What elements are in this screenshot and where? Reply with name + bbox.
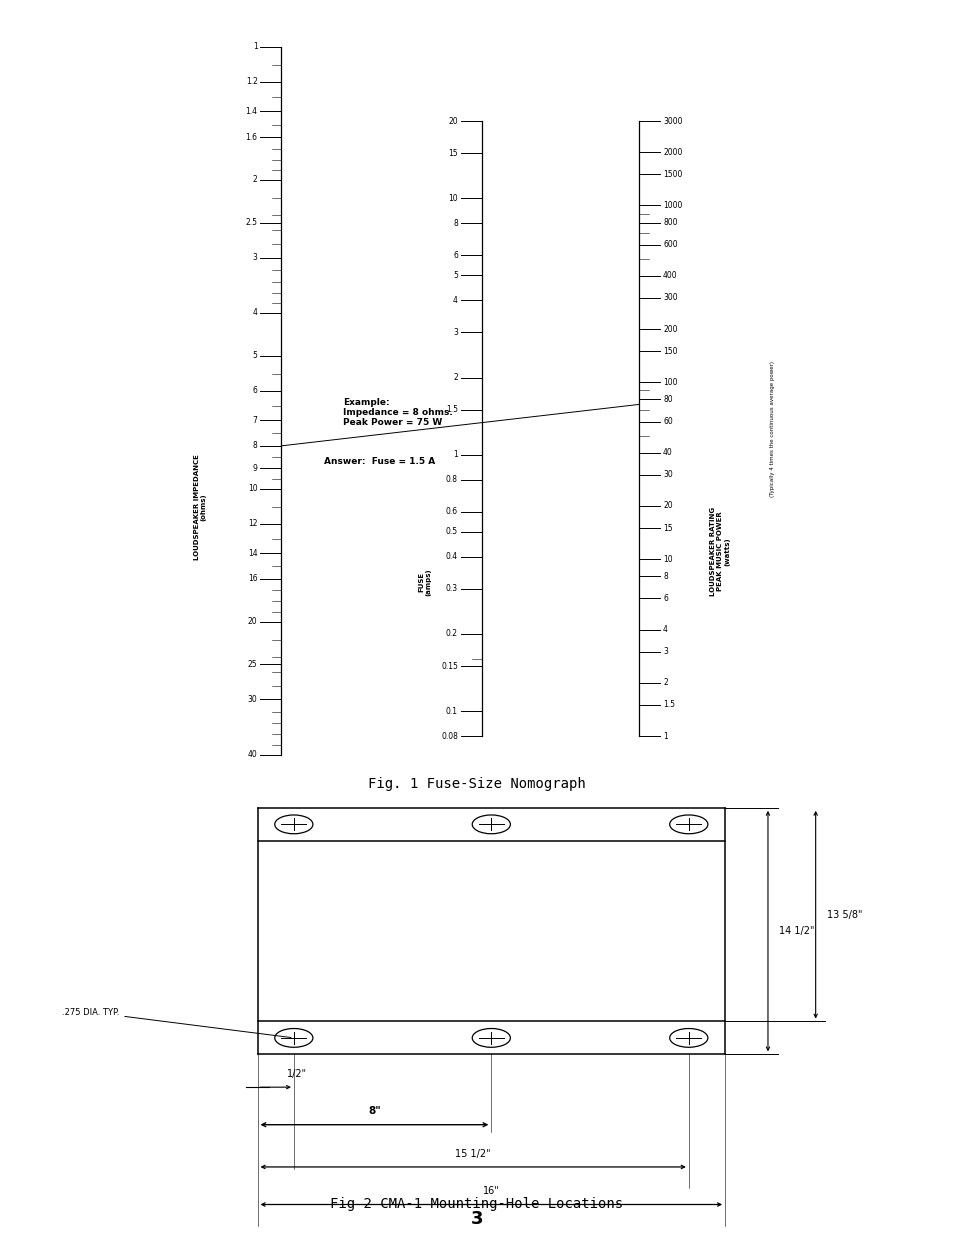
Text: 10: 10 bbox=[248, 484, 257, 493]
Text: 2000: 2000 bbox=[662, 148, 681, 157]
Text: 2.5: 2.5 bbox=[245, 219, 257, 227]
Text: 7: 7 bbox=[253, 416, 257, 425]
Text: 13 5/8": 13 5/8" bbox=[826, 910, 862, 920]
Text: 1.6: 1.6 bbox=[245, 132, 257, 142]
Text: 30: 30 bbox=[248, 695, 257, 704]
Text: 1500: 1500 bbox=[662, 169, 681, 179]
Text: 4: 4 bbox=[453, 296, 457, 305]
Text: 1: 1 bbox=[253, 42, 257, 52]
Text: 5: 5 bbox=[453, 270, 457, 280]
Text: Fig. 1 Fuse-Size Nomograph: Fig. 1 Fuse-Size Nomograph bbox=[368, 777, 585, 790]
Text: 3: 3 bbox=[470, 1210, 483, 1228]
Text: 1.5: 1.5 bbox=[662, 700, 675, 709]
Text: 3: 3 bbox=[253, 253, 257, 262]
Text: 1.5: 1.5 bbox=[445, 405, 457, 414]
Text: 2: 2 bbox=[453, 373, 457, 382]
Text: 10: 10 bbox=[448, 194, 457, 203]
Text: 300: 300 bbox=[662, 294, 677, 303]
Text: 14 1/2": 14 1/2" bbox=[779, 926, 814, 936]
Text: 20: 20 bbox=[662, 501, 672, 510]
Text: 0.1: 0.1 bbox=[445, 706, 457, 716]
Text: 2: 2 bbox=[253, 175, 257, 184]
Text: 12: 12 bbox=[248, 519, 257, 529]
Text: 20: 20 bbox=[448, 116, 457, 126]
Text: Example:
Impedance = 8 ohms.
Peak Power = 75 W: Example: Impedance = 8 ohms. Peak Power … bbox=[343, 398, 453, 427]
Text: 3: 3 bbox=[662, 647, 667, 656]
Text: FUSE
(amps): FUSE (amps) bbox=[417, 568, 431, 597]
Text: 20: 20 bbox=[248, 618, 257, 626]
Text: 0.15: 0.15 bbox=[440, 662, 457, 671]
Text: 60: 60 bbox=[662, 417, 672, 426]
Text: 30: 30 bbox=[662, 471, 672, 479]
Text: 150: 150 bbox=[662, 347, 677, 356]
Text: LOUDSPEAKER IMPEDANCE
(ohms): LOUDSPEAKER IMPEDANCE (ohms) bbox=[193, 454, 207, 559]
Text: .275 DIA. TYP.: .275 DIA. TYP. bbox=[62, 1008, 291, 1037]
Text: 16": 16" bbox=[482, 1186, 499, 1195]
Text: 0.5: 0.5 bbox=[445, 527, 457, 536]
Text: 1.4: 1.4 bbox=[245, 107, 257, 116]
Text: 0.3: 0.3 bbox=[445, 584, 457, 593]
Text: 25: 25 bbox=[248, 659, 257, 669]
Text: 8: 8 bbox=[662, 572, 667, 580]
Text: 3: 3 bbox=[453, 327, 457, 337]
Text: 0.6: 0.6 bbox=[445, 508, 457, 516]
Text: 100: 100 bbox=[662, 378, 677, 387]
Text: 1/2": 1/2" bbox=[287, 1068, 307, 1078]
Text: Fig 2 CMA-1 Mounting-Hole Locations: Fig 2 CMA-1 Mounting-Hole Locations bbox=[330, 1198, 623, 1212]
Text: 40: 40 bbox=[248, 750, 257, 760]
Text: 0.2: 0.2 bbox=[445, 630, 457, 638]
Text: 8: 8 bbox=[253, 441, 257, 451]
Text: Answer:  Fuse = 1.5 A: Answer: Fuse = 1.5 A bbox=[324, 457, 436, 466]
Text: 1: 1 bbox=[453, 451, 457, 459]
Text: 2: 2 bbox=[662, 678, 667, 688]
Text: 15: 15 bbox=[448, 148, 457, 158]
Text: 1.2: 1.2 bbox=[246, 78, 257, 86]
Text: 10: 10 bbox=[662, 555, 672, 563]
Text: (Typically 4 times the continuous average power): (Typically 4 times the continuous averag… bbox=[769, 361, 775, 496]
Text: 0.4: 0.4 bbox=[445, 552, 457, 561]
Text: 4: 4 bbox=[253, 309, 257, 317]
Text: 6: 6 bbox=[453, 251, 457, 259]
Text: 0.08: 0.08 bbox=[440, 731, 457, 741]
Text: 8": 8" bbox=[368, 1107, 380, 1116]
Text: 9: 9 bbox=[253, 464, 257, 473]
Text: 1000: 1000 bbox=[662, 201, 681, 210]
Text: 800: 800 bbox=[662, 219, 677, 227]
Text: 6: 6 bbox=[253, 387, 257, 395]
Text: 80: 80 bbox=[662, 395, 672, 404]
Text: 1: 1 bbox=[662, 731, 667, 741]
Text: 0.8: 0.8 bbox=[445, 475, 457, 484]
Text: 15 1/2": 15 1/2" bbox=[455, 1149, 491, 1158]
Text: LOUDSPEAKER RATING
PEAK MUSIC POWER
(watts): LOUDSPEAKER RATING PEAK MUSIC POWER (wat… bbox=[710, 508, 729, 597]
Text: 14: 14 bbox=[248, 548, 257, 558]
Text: 3000: 3000 bbox=[662, 116, 681, 126]
Text: 16: 16 bbox=[248, 574, 257, 583]
Text: 8: 8 bbox=[453, 219, 457, 227]
Text: 400: 400 bbox=[662, 272, 677, 280]
Text: 40: 40 bbox=[662, 448, 672, 457]
Text: 200: 200 bbox=[662, 325, 677, 333]
Text: 6: 6 bbox=[662, 594, 667, 603]
Text: 5: 5 bbox=[253, 351, 257, 361]
Text: 15: 15 bbox=[662, 524, 672, 532]
Text: 600: 600 bbox=[662, 240, 677, 249]
Text: 4: 4 bbox=[662, 625, 667, 634]
